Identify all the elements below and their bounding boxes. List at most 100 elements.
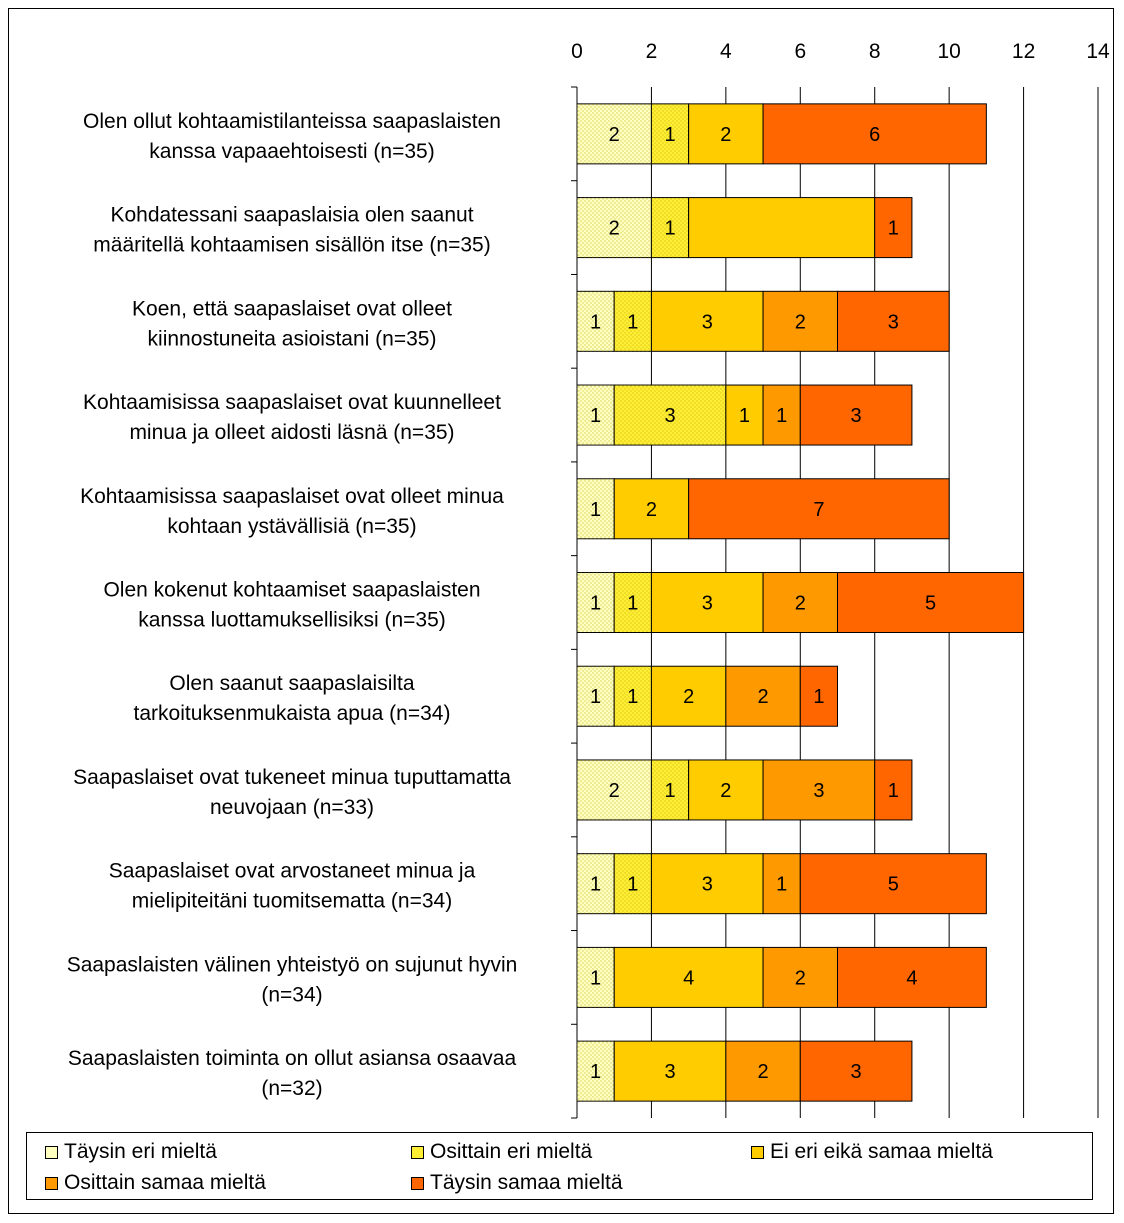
bar-segment-pattern <box>614 291 652 352</box>
bar-value-label: 3 <box>888 311 899 333</box>
bar-value-label: 2 <box>609 780 620 802</box>
bar-segment <box>688 759 764 821</box>
category-label: Saapaslaisten välinen yhteistyö on sujun… <box>67 953 518 1006</box>
bar-value-label: 1 <box>888 218 899 240</box>
legend-item-1: Täysin eri mieltä <box>45 1140 217 1164</box>
bar-value-label: 2 <box>609 218 620 240</box>
bar-segment-pattern <box>614 385 726 446</box>
bar-segment-pattern <box>614 666 652 727</box>
bar-segment <box>837 572 1025 633</box>
bar-value-label: 2 <box>720 780 731 802</box>
bar-segment <box>650 665 727 727</box>
bar-value-label: 6 <box>869 124 880 146</box>
legend-label-5: Täysin samaa mieltä <box>430 1171 623 1194</box>
bar-segment <box>874 759 913 821</box>
legend-swatch-1 <box>45 1145 58 1159</box>
x-tick-label-6: 6 <box>794 40 806 63</box>
bar-segment <box>799 1040 913 1102</box>
bar-segment-pattern <box>577 947 615 1008</box>
x-tick-label-8: 8 <box>869 40 881 63</box>
legend-swatch-3 <box>751 1145 764 1159</box>
bar-segment <box>725 1040 801 1102</box>
bar-value-label: 1 <box>590 405 601 427</box>
bar-value-label: 3 <box>851 1061 862 1083</box>
bar-segment <box>613 1040 727 1102</box>
bar-value-label: 5 <box>925 593 936 615</box>
bar-value-label: 2 <box>609 124 620 146</box>
x-tick-label-0: 0 <box>571 40 583 63</box>
bar-segment-pattern <box>577 666 615 727</box>
bar-value-label: 1 <box>888 780 899 802</box>
bar-segment <box>688 197 876 259</box>
bar-segment <box>650 572 764 633</box>
category-label: Olen saanut saapaslaisilta tarkoituksenmu… <box>134 672 451 725</box>
legend-item-3: Ei eri eikä samaa mieltä <box>751 1140 993 1164</box>
bar-value-label: 1 <box>776 874 787 896</box>
category-label: Kohdatessani saapaslaisia olen saanut mää… <box>93 204 490 257</box>
bar-value-label: 2 <box>758 1061 769 1083</box>
bar-value-label: 3 <box>702 874 713 896</box>
bar-segment-pattern <box>577 478 615 539</box>
bar-value-label: 3 <box>702 311 713 333</box>
bar-value-label: 1 <box>776 405 787 427</box>
category-label: Olen kokenut kohtaamiset saapaslaisten ka… <box>103 579 480 632</box>
category-label: Koen, että saapaslaiset ovat olleet kiinn… <box>132 297 452 350</box>
bar-segment <box>762 946 838 1008</box>
category-label: Olen ollut kohtaamistilanteissa saapasla… <box>83 110 501 163</box>
bar-value-label: 7 <box>813 499 824 521</box>
bar-value-label: 1 <box>627 311 638 333</box>
bar-value-label: 1 <box>813 686 824 708</box>
bar-value-label: 1 <box>664 218 675 240</box>
bar-value-label: 2 <box>758 686 769 708</box>
bar-segment <box>688 103 764 165</box>
legend-label-1: Täysin eri mieltä <box>64 1140 217 1163</box>
bar-segment <box>837 946 987 1008</box>
legend-swatch-4 <box>45 1176 58 1190</box>
legend-item-5: Täysin samaa mieltä <box>411 1171 623 1195</box>
bar-value-label: 1 <box>590 499 601 521</box>
bar-value-label: 1 <box>590 967 601 989</box>
bar-segment <box>874 197 913 259</box>
bar-value-label: 2 <box>720 124 731 146</box>
bar-value-label: 1 <box>590 1061 601 1083</box>
bar-segment <box>688 478 950 540</box>
x-tick-label-10: 10 <box>937 40 960 63</box>
bars: 2 1 2 6 2 1 1 1 1 3 2 3 1 3 1 1 3 1 2 7 1 1 3 2 5 1 1 2 2 1 2 1 2 3 1 1 1 3 1 5… <box>576 103 1025 1102</box>
bar-value-label: 3 <box>851 405 862 427</box>
bar-value-label: 3 <box>702 593 713 615</box>
bar-value-label: 1 <box>627 686 638 708</box>
bar-segment <box>762 759 876 821</box>
bar-segment <box>650 290 764 352</box>
bar-value-label: 1 <box>590 874 601 896</box>
bar-segment <box>650 853 764 915</box>
category-label: Saapaslaiset ovat tukeneet minua tuputta… <box>73 766 511 819</box>
bar-value-label: 2 <box>795 967 806 989</box>
bar-value-label: 1 <box>590 593 601 615</box>
legend-swatch-5 <box>411 1176 424 1190</box>
x-tick-label-2: 2 <box>646 40 658 63</box>
bar-segment-pattern <box>577 291 615 352</box>
x-tick-label-12: 12 <box>1012 40 1035 63</box>
bar-segment-pattern <box>577 572 615 633</box>
bar-segment-pattern <box>614 572 652 633</box>
bar-value-label: 2 <box>795 593 806 615</box>
bar-segment-pattern <box>577 853 615 914</box>
bar-segment <box>613 478 690 540</box>
bar-segment-pattern <box>651 103 689 164</box>
legend: Täysin eri mieltä Osittain eri mieltä Ei… <box>26 1132 1093 1200</box>
category-label: Saapaslaisten toiminta on ollut asiansa … <box>68 1047 517 1100</box>
category-labels: Olen ollut kohtaamistilanteissa saapasla… <box>67 110 518 1100</box>
bar-value-label: 1 <box>664 780 675 802</box>
bar-value-label: 2 <box>795 311 806 333</box>
bar-value-label: 1 <box>590 686 601 708</box>
bar-value-label: 4 <box>683 967 694 989</box>
bar-segment <box>762 290 838 352</box>
bar-segment-pattern <box>651 759 689 820</box>
legend-label-3: Ei eri eikä samaa mieltä <box>770 1140 993 1163</box>
bar-segment-pattern <box>651 197 689 258</box>
bar-segment-pattern <box>577 1041 615 1102</box>
bar-segment <box>799 665 838 727</box>
bar-segment-pattern <box>614 853 652 914</box>
legend-label-2: Osittain eri mieltä <box>430 1140 593 1163</box>
bar-segment <box>762 853 801 915</box>
